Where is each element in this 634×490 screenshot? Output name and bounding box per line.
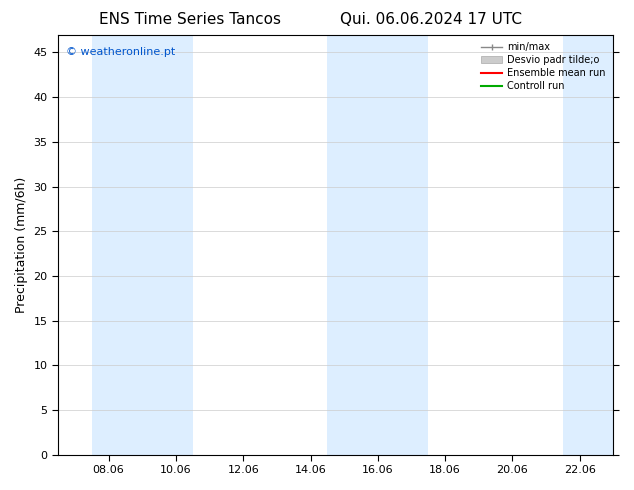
Bar [327,35,429,455]
Y-axis label: Precipitation (mm/6h): Precipitation (mm/6h) [15,176,28,313]
Legend: min/max, Desvio padr tilde;o, Ensemble mean run, Controll run: min/max, Desvio padr tilde;o, Ensemble m… [478,40,609,94]
Text: © weatheronline.pt: © weatheronline.pt [67,47,176,57]
Bar [92,35,193,455]
Bar [563,35,617,455]
Text: Qui. 06.06.2024 17 UTC: Qui. 06.06.2024 17 UTC [340,12,522,27]
Text: ENS Time Series Tancos: ENS Time Series Tancos [99,12,281,27]
